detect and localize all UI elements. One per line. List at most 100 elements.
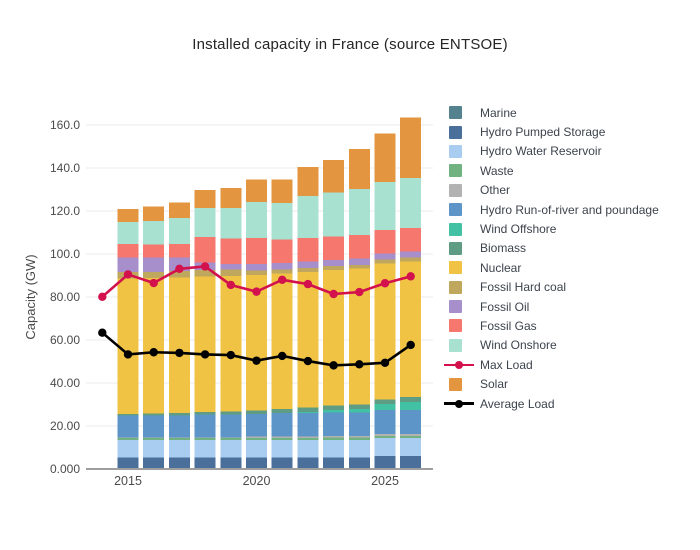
bar-segment-wind-onshore[interactable] <box>168 218 190 245</box>
bar-segment-hydro-water-reservoir[interactable] <box>297 440 319 458</box>
marker-average-load[interactable] <box>329 361 338 370</box>
legend-item-hydro-water-reservoir[interactable]: Hydro Water Reservoir <box>444 142 659 161</box>
bar-segment-wind-offshore[interactable] <box>297 411 319 414</box>
bar-segment-nuclear[interactable] <box>143 277 165 414</box>
bar-segment-hydro-pumped-storage[interactable] <box>246 457 267 469</box>
bar-segment-hydro-water-reservoir[interactable] <box>348 440 370 458</box>
bar-segment-biomass[interactable] <box>400 397 422 403</box>
bar-segment-hydro-pumped-storage[interactable] <box>323 457 345 469</box>
bar-segment-fossil-oil[interactable] <box>323 259 345 267</box>
bar-segment-biomass[interactable] <box>246 410 267 414</box>
bar-segment-nuclear[interactable] <box>323 270 345 406</box>
bar-segment-hydro-water-reservoir[interactable] <box>246 440 267 458</box>
bar-segment-hydro-pumped-storage[interactable] <box>271 457 293 469</box>
bar-segment-biomass[interactable] <box>220 411 242 415</box>
bar-segment-biomass[interactable] <box>168 413 190 416</box>
bar-segment-wind-onshore[interactable] <box>348 188 370 236</box>
legend-item-other[interactable]: Other <box>444 181 659 200</box>
bar-segment-hydro-pumped-storage[interactable] <box>348 457 370 469</box>
bar-segment-fossil-gas[interactable] <box>348 235 370 259</box>
bar-segment-fossil-oil[interactable] <box>143 257 165 272</box>
marker-max-load[interactable] <box>175 264 184 274</box>
bar-segment-fossil-gas[interactable] <box>323 236 345 260</box>
bar-segment-waste[interactable] <box>220 438 242 441</box>
marker-max-load[interactable] <box>200 262 210 271</box>
bar-segment-fossil-hard-coal[interactable] <box>271 269 293 274</box>
bar-segment-fossil-hard-coal[interactable] <box>400 257 422 262</box>
bar-segment-waste[interactable] <box>374 435 396 439</box>
bar-segment-nuclear[interactable] <box>117 278 139 415</box>
bar-segment-solar[interactable] <box>348 149 370 189</box>
bar-segment-fossil-oil[interactable] <box>297 261 319 269</box>
bar-segment-waste[interactable] <box>143 438 165 441</box>
bar-segment-wind-onshore[interactable] <box>143 221 165 245</box>
bar-segment-fossil-hard-coal[interactable] <box>246 270 267 275</box>
legend-item-hydro-run-of-river-and-poundage[interactable]: Hydro Run-of-river and poundage <box>444 200 659 219</box>
bar-segment-fossil-gas[interactable] <box>246 237 267 265</box>
bar-segment-biomass[interactable] <box>348 404 370 410</box>
bar-segment-hydro-run-of-river-and-poundage[interactable] <box>271 413 293 437</box>
bar-segment-nuclear[interactable] <box>374 263 396 400</box>
bar-segment-waste[interactable] <box>297 437 319 441</box>
bar-segment-hydro-pumped-storage[interactable] <box>168 457 190 469</box>
bar-segment-nuclear[interactable] <box>297 271 319 408</box>
bar-segment-hydro-run-of-river-and-poundage[interactable] <box>143 415 165 438</box>
bar-segment-wind-offshore[interactable] <box>400 402 422 411</box>
bar-segment-wind-onshore[interactable] <box>374 182 396 231</box>
bar-segment-hydro-water-reservoir[interactable] <box>194 440 216 458</box>
bar-segment-wind-onshore[interactable] <box>271 202 293 240</box>
bar-segment-fossil-gas[interactable] <box>194 237 216 263</box>
bar-segment-nuclear[interactable] <box>271 273 293 410</box>
bar-segment-fossil-gas[interactable] <box>271 239 293 264</box>
marker-average-load[interactable] <box>252 356 261 365</box>
bar-segment-waste[interactable] <box>348 437 370 441</box>
bar-segment-waste[interactable] <box>271 437 293 441</box>
bar-segment-wind-onshore[interactable] <box>117 222 139 245</box>
marker-average-load[interactable] <box>226 350 235 360</box>
bar-segment-solar[interactable] <box>168 202 190 219</box>
bar-segment-other[interactable] <box>143 437 165 439</box>
bar-segment-other[interactable] <box>297 436 319 438</box>
bar-segment-hydro-water-reservoir[interactable] <box>271 440 293 458</box>
marker-max-load[interactable] <box>226 280 235 290</box>
legend-item-solar[interactable]: Solar <box>444 374 659 393</box>
bar-segment-fossil-hard-coal[interactable] <box>220 269 242 277</box>
bar-segment-waste[interactable] <box>194 438 216 441</box>
marker-max-load[interactable] <box>98 292 107 301</box>
bar-segment-other[interactable] <box>374 434 396 436</box>
bar-segment-hydro-pumped-storage[interactable] <box>400 455 422 469</box>
marker-max-load[interactable] <box>406 272 415 281</box>
bar-segment-other[interactable] <box>271 436 293 438</box>
bar-segment-solar[interactable] <box>323 160 345 193</box>
bar-segment-fossil-oil[interactable] <box>400 251 422 258</box>
bar-segment-hydro-pumped-storage[interactable] <box>297 457 319 469</box>
bar-segment-hydro-water-reservoir[interactable] <box>323 440 345 458</box>
bar-segment-hydro-water-reservoir[interactable] <box>400 438 422 456</box>
marker-average-load[interactable] <box>380 358 390 367</box>
legend-item-fossil-gas[interactable]: Fossil Gas <box>444 316 659 335</box>
bar-segment-nuclear[interactable] <box>400 261 422 398</box>
bar-segment-fossil-hard-coal[interactable] <box>194 270 216 277</box>
bar-segment-other[interactable] <box>168 437 190 439</box>
bar-segment-hydro-pumped-storage[interactable] <box>374 455 396 469</box>
bar-segment-fossil-hard-coal[interactable] <box>323 266 345 271</box>
bar-segment-nuclear[interactable] <box>348 268 370 405</box>
bar-segment-solar[interactable] <box>194 189 216 209</box>
bar-segment-biomass[interactable] <box>323 405 345 411</box>
bar-segment-solar[interactable] <box>374 133 396 183</box>
bar-segment-wind-onshore[interactable] <box>297 196 319 239</box>
bar-segment-wind-onshore[interactable] <box>220 207 242 239</box>
legend-item-fossil-oil[interactable]: Fossil Oil <box>444 297 659 316</box>
legend-item-biomass[interactable]: Biomass <box>444 239 659 258</box>
bar-segment-hydro-water-reservoir[interactable] <box>143 440 165 458</box>
bar-segment-waste[interactable] <box>400 435 422 439</box>
bar-segment-hydro-water-reservoir[interactable] <box>117 440 139 458</box>
bar-segment-fossil-oil[interactable] <box>374 253 396 260</box>
bar-segment-fossil-gas[interactable] <box>297 238 319 262</box>
bar-segment-other[interactable] <box>348 436 370 438</box>
marker-average-load[interactable] <box>98 328 107 337</box>
bar-segment-hydro-pumped-storage[interactable] <box>194 457 216 469</box>
bar-segment-biomass[interactable] <box>143 413 165 416</box>
bar-segment-solar[interactable] <box>143 206 165 222</box>
legend-item-marine[interactable]: Marine <box>444 103 659 122</box>
